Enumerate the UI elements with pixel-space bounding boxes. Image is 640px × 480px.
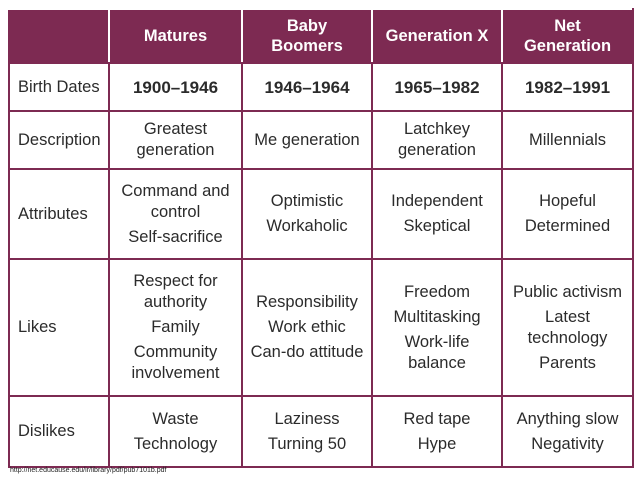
cell-item: Technology bbox=[133, 434, 218, 453]
row-label: Birth Dates bbox=[8, 62, 110, 112]
cell: Laziness Turning 50 bbox=[241, 395, 373, 468]
cell-item: Me generation bbox=[254, 130, 360, 149]
cell-item: 1900–1946 bbox=[132, 77, 219, 97]
cell: Me generation bbox=[241, 110, 373, 170]
header-row: Matures Baby Boomers Generation X Net Gener… bbox=[8, 8, 634, 64]
cell-item: Determined bbox=[524, 217, 611, 235]
table-row: Attributes Command and control Self-sacrif… bbox=[8, 168, 634, 260]
cell-item: 1965–1982 bbox=[394, 77, 480, 97]
cell: Independent Skeptical bbox=[371, 168, 503, 260]
cell-item: Anything slow bbox=[516, 409, 619, 428]
cell: Public activism Latest technology Parents bbox=[501, 258, 634, 397]
table-row: Birth Dates 1900–1946 1946–1964 1965–1982 19… bbox=[8, 62, 634, 112]
cell: 1946–1964 bbox=[241, 62, 373, 112]
row-label: Likes bbox=[8, 258, 110, 397]
cell: Optimistic Workaholic bbox=[241, 168, 373, 260]
cell-item: Skeptical bbox=[403, 217, 471, 235]
cell: 1965–1982 bbox=[371, 62, 503, 112]
cell-item: Hopeful bbox=[539, 192, 596, 210]
cell: Anything slow Negativity bbox=[501, 395, 634, 468]
cell: Freedom Multitasking Work-life balance bbox=[371, 258, 503, 397]
cell-item: Responsibility bbox=[256, 293, 358, 311]
cell: Respect for authority Family Community inv… bbox=[108, 258, 243, 397]
cell-item: 1982–1991 bbox=[524, 77, 611, 97]
cell-item: Red tape bbox=[403, 409, 471, 428]
cell-item: Work-life balance bbox=[404, 332, 470, 372]
column-header: Net Generation bbox=[501, 8, 634, 64]
cell-item: Work ethic bbox=[268, 318, 346, 336]
cell-item: Multitasking bbox=[393, 307, 481, 326]
cell: 1982–1991 bbox=[501, 62, 634, 112]
cell-item: Independent bbox=[391, 192, 483, 210]
cell-item: Parents bbox=[539, 353, 596, 372]
cell-item: Latest technology bbox=[527, 307, 608, 347]
cell-item: Latchkey generation bbox=[398, 120, 476, 159]
cell: 1900–1946 bbox=[108, 62, 243, 112]
cell-item: Can-do attitude bbox=[250, 343, 364, 361]
cell-item: 1946–1964 bbox=[264, 77, 350, 97]
cell: Hopeful Determined bbox=[501, 168, 634, 260]
cell-item: Hype bbox=[417, 434, 457, 453]
cell: Millennials bbox=[501, 110, 634, 170]
table-row: Description Greatest generation Me generat… bbox=[8, 110, 634, 170]
cell: Latchkey generation bbox=[371, 110, 503, 170]
cell: Command and control Self-sacrifice bbox=[108, 168, 243, 260]
column-header: Generation X bbox=[371, 8, 503, 64]
cell-item: Public activism bbox=[512, 282, 623, 301]
header-corner bbox=[8, 8, 110, 64]
cell-item: Family bbox=[151, 318, 200, 336]
cell-item: Command and control bbox=[121, 181, 230, 221]
row-label: Attributes bbox=[8, 168, 110, 260]
row-label: Description bbox=[8, 110, 110, 170]
cell-item: Optimistic bbox=[270, 192, 344, 210]
cell-item: Freedom bbox=[403, 282, 471, 301]
cell-item: Community involvement bbox=[131, 343, 220, 382]
source-url: http://net.educause.edu/ir/library/pdf/p… bbox=[10, 467, 167, 474]
cell-item: Greatest generation bbox=[136, 120, 215, 159]
table-row: Dislikes Waste Technology Laziness Turning 5… bbox=[8, 395, 634, 468]
cell-item: Turning 50 bbox=[267, 434, 347, 453]
cell-item: Millennials bbox=[528, 130, 607, 149]
column-header: Baby Boomers bbox=[241, 8, 373, 64]
column-header: Matures bbox=[108, 8, 243, 64]
cell-item: Negativity bbox=[531, 434, 604, 453]
cell: Greatest generation bbox=[108, 110, 243, 170]
table-row: Likes Respect for authority Family Communit… bbox=[8, 258, 634, 397]
cell-item: Respect for authority bbox=[133, 272, 218, 311]
cell-item: Waste bbox=[152, 409, 199, 428]
cell-item: Self-sacrifice bbox=[128, 227, 223, 246]
cell-item: Workaholic bbox=[266, 217, 348, 235]
row-label: Dislikes bbox=[8, 395, 110, 468]
cell: Waste Technology bbox=[108, 395, 243, 468]
cell: Responsibility Work ethic Can-do attitude bbox=[241, 258, 373, 397]
generations-table: Matures Baby Boomers Generation X Net Gener… bbox=[8, 8, 634, 468]
cell-item: Laziness bbox=[274, 409, 340, 428]
cell: Red tape Hype bbox=[371, 395, 503, 468]
